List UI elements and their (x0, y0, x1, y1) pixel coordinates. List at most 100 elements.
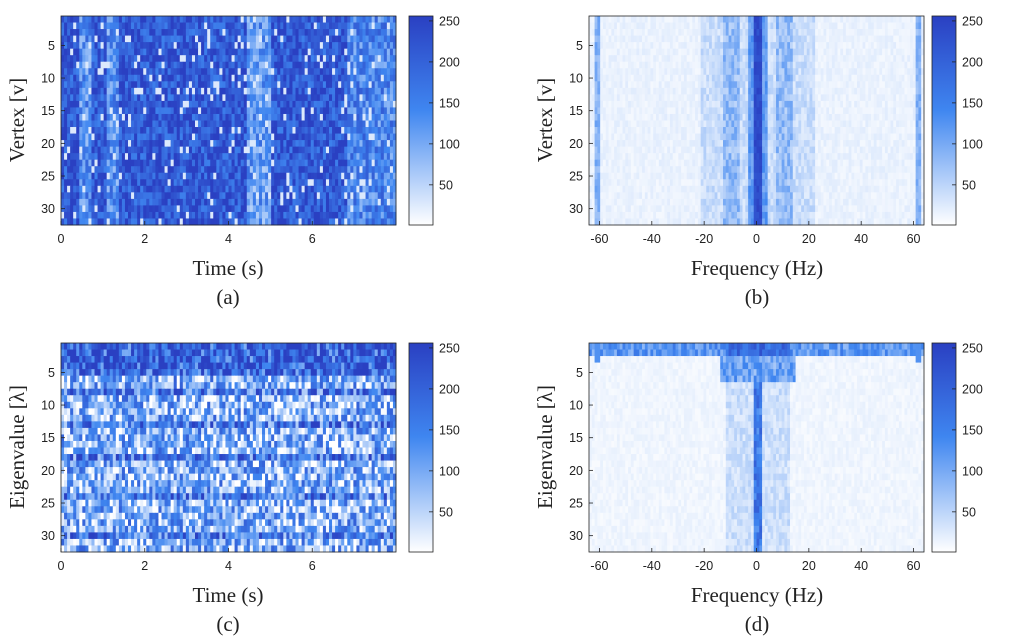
heatmap-cell (392, 94, 397, 102)
heatmap-cell (854, 68, 858, 76)
heatmap-cell (82, 127, 86, 134)
heatmap-cell (313, 74, 318, 82)
heatmap-cell (307, 68, 312, 76)
heatmap-cell (316, 48, 321, 56)
heatmap-cell (304, 133, 309, 141)
heatmap-cell (383, 107, 388, 115)
heatmap-cell (353, 179, 357, 187)
heatmap-cell (776, 48, 780, 56)
heatmap-cell (801, 48, 805, 56)
heatmap-cell (386, 153, 391, 161)
heatmap-cell (868, 42, 872, 50)
heatmap-cell (289, 35, 293, 43)
heatmap-cell (265, 94, 269, 102)
heatmap-cell (362, 153, 366, 161)
heatmap-cell (252, 16, 257, 23)
heatmap-cell (335, 100, 339, 108)
heatmap-cell (706, 29, 710, 36)
heatmap-cell (338, 211, 342, 219)
heatmap-cell (134, 166, 138, 174)
heatmap-cell (717, 42, 721, 50)
heatmap-cell (686, 48, 690, 56)
heatmap-cell (332, 61, 336, 69)
heatmap-cell (106, 211, 111, 219)
heatmap-cell (653, 48, 657, 56)
heatmap-cell (292, 192, 296, 200)
heatmap-cell (907, 87, 911, 95)
heatmap-cell (195, 205, 199, 213)
heatmap-cell (146, 35, 150, 43)
heatmap-cell (383, 113, 388, 121)
heatmap-cell (137, 100, 141, 108)
heatmap-cell (67, 192, 71, 200)
heatmap-cell (100, 140, 105, 148)
heatmap-cell (216, 153, 220, 161)
heatmap-cell (912, 87, 917, 95)
heatmap-cell (240, 113, 245, 121)
heatmap-cell (322, 35, 327, 43)
heatmap-cell (182, 100, 187, 108)
heatmap-cell (70, 159, 74, 167)
heatmap-cell (228, 68, 232, 76)
heatmap-cell (678, 55, 682, 63)
heatmap-cell (158, 35, 162, 43)
heatmap-cell (681, 29, 685, 36)
heatmap-cell (767, 22, 771, 30)
heatmap-cell (204, 35, 208, 43)
heatmap-cell (910, 81, 914, 89)
heatmap-cell (386, 198, 391, 206)
heatmap-cell (347, 120, 351, 128)
heatmap-cell (173, 48, 178, 56)
heatmap-cell (173, 87, 178, 95)
heatmap-cell (109, 159, 114, 167)
heatmap-cell (179, 94, 184, 102)
heatmap-cell (683, 81, 688, 89)
heatmap-cell (392, 87, 397, 95)
heatmap-cell (368, 179, 373, 187)
heatmap-cell (921, 35, 925, 43)
heatmap-cell (115, 29, 120, 36)
heatmap-cell (341, 127, 345, 134)
heatmap-cell (857, 61, 861, 69)
heatmap-cell (67, 87, 71, 95)
heatmap-cell (115, 42, 120, 50)
heatmap-cell (380, 107, 385, 115)
heatmap-cell (368, 172, 373, 180)
heatmap-cell (240, 74, 245, 82)
heatmap-cell (843, 87, 847, 95)
heatmap-cell (834, 35, 838, 43)
heatmap-cell (625, 55, 629, 63)
heatmap-cell (298, 211, 302, 219)
heatmap-cell (234, 153, 239, 161)
heatmap-cell (365, 172, 369, 180)
heatmap-cell (201, 205, 205, 213)
heatmap-cell (695, 81, 699, 89)
heatmap-cell (216, 146, 220, 154)
heatmap-cell (921, 16, 925, 23)
heatmap-cell (274, 35, 278, 43)
heatmap-cell (185, 94, 190, 102)
heatmap-cell (658, 81, 662, 89)
heatmap-cell (341, 113, 345, 121)
heatmap-cell (377, 87, 382, 95)
heatmap-cell (67, 100, 71, 108)
heatmap-cell (109, 61, 114, 69)
heatmap-cell (898, 68, 903, 76)
heatmap-cell (237, 29, 242, 36)
heatmap-cell (619, 87, 623, 95)
heatmap-cell (843, 55, 847, 63)
heatmap-cell (170, 140, 175, 148)
heatmap-cell (781, 81, 785, 89)
heatmap-cell (650, 16, 654, 23)
heatmap-cell (258, 185, 263, 193)
heatmap-cell (319, 133, 324, 141)
heatmap-cell (258, 205, 263, 213)
heatmap-cell (675, 29, 679, 36)
heatmap-cell (332, 74, 336, 82)
heatmap-cell (843, 42, 847, 50)
heatmap-cell (368, 166, 373, 174)
heatmap-cell (79, 133, 83, 141)
heatmap-cell (195, 61, 199, 69)
heatmap-cell (185, 172, 190, 180)
heatmap-cell (258, 55, 263, 63)
